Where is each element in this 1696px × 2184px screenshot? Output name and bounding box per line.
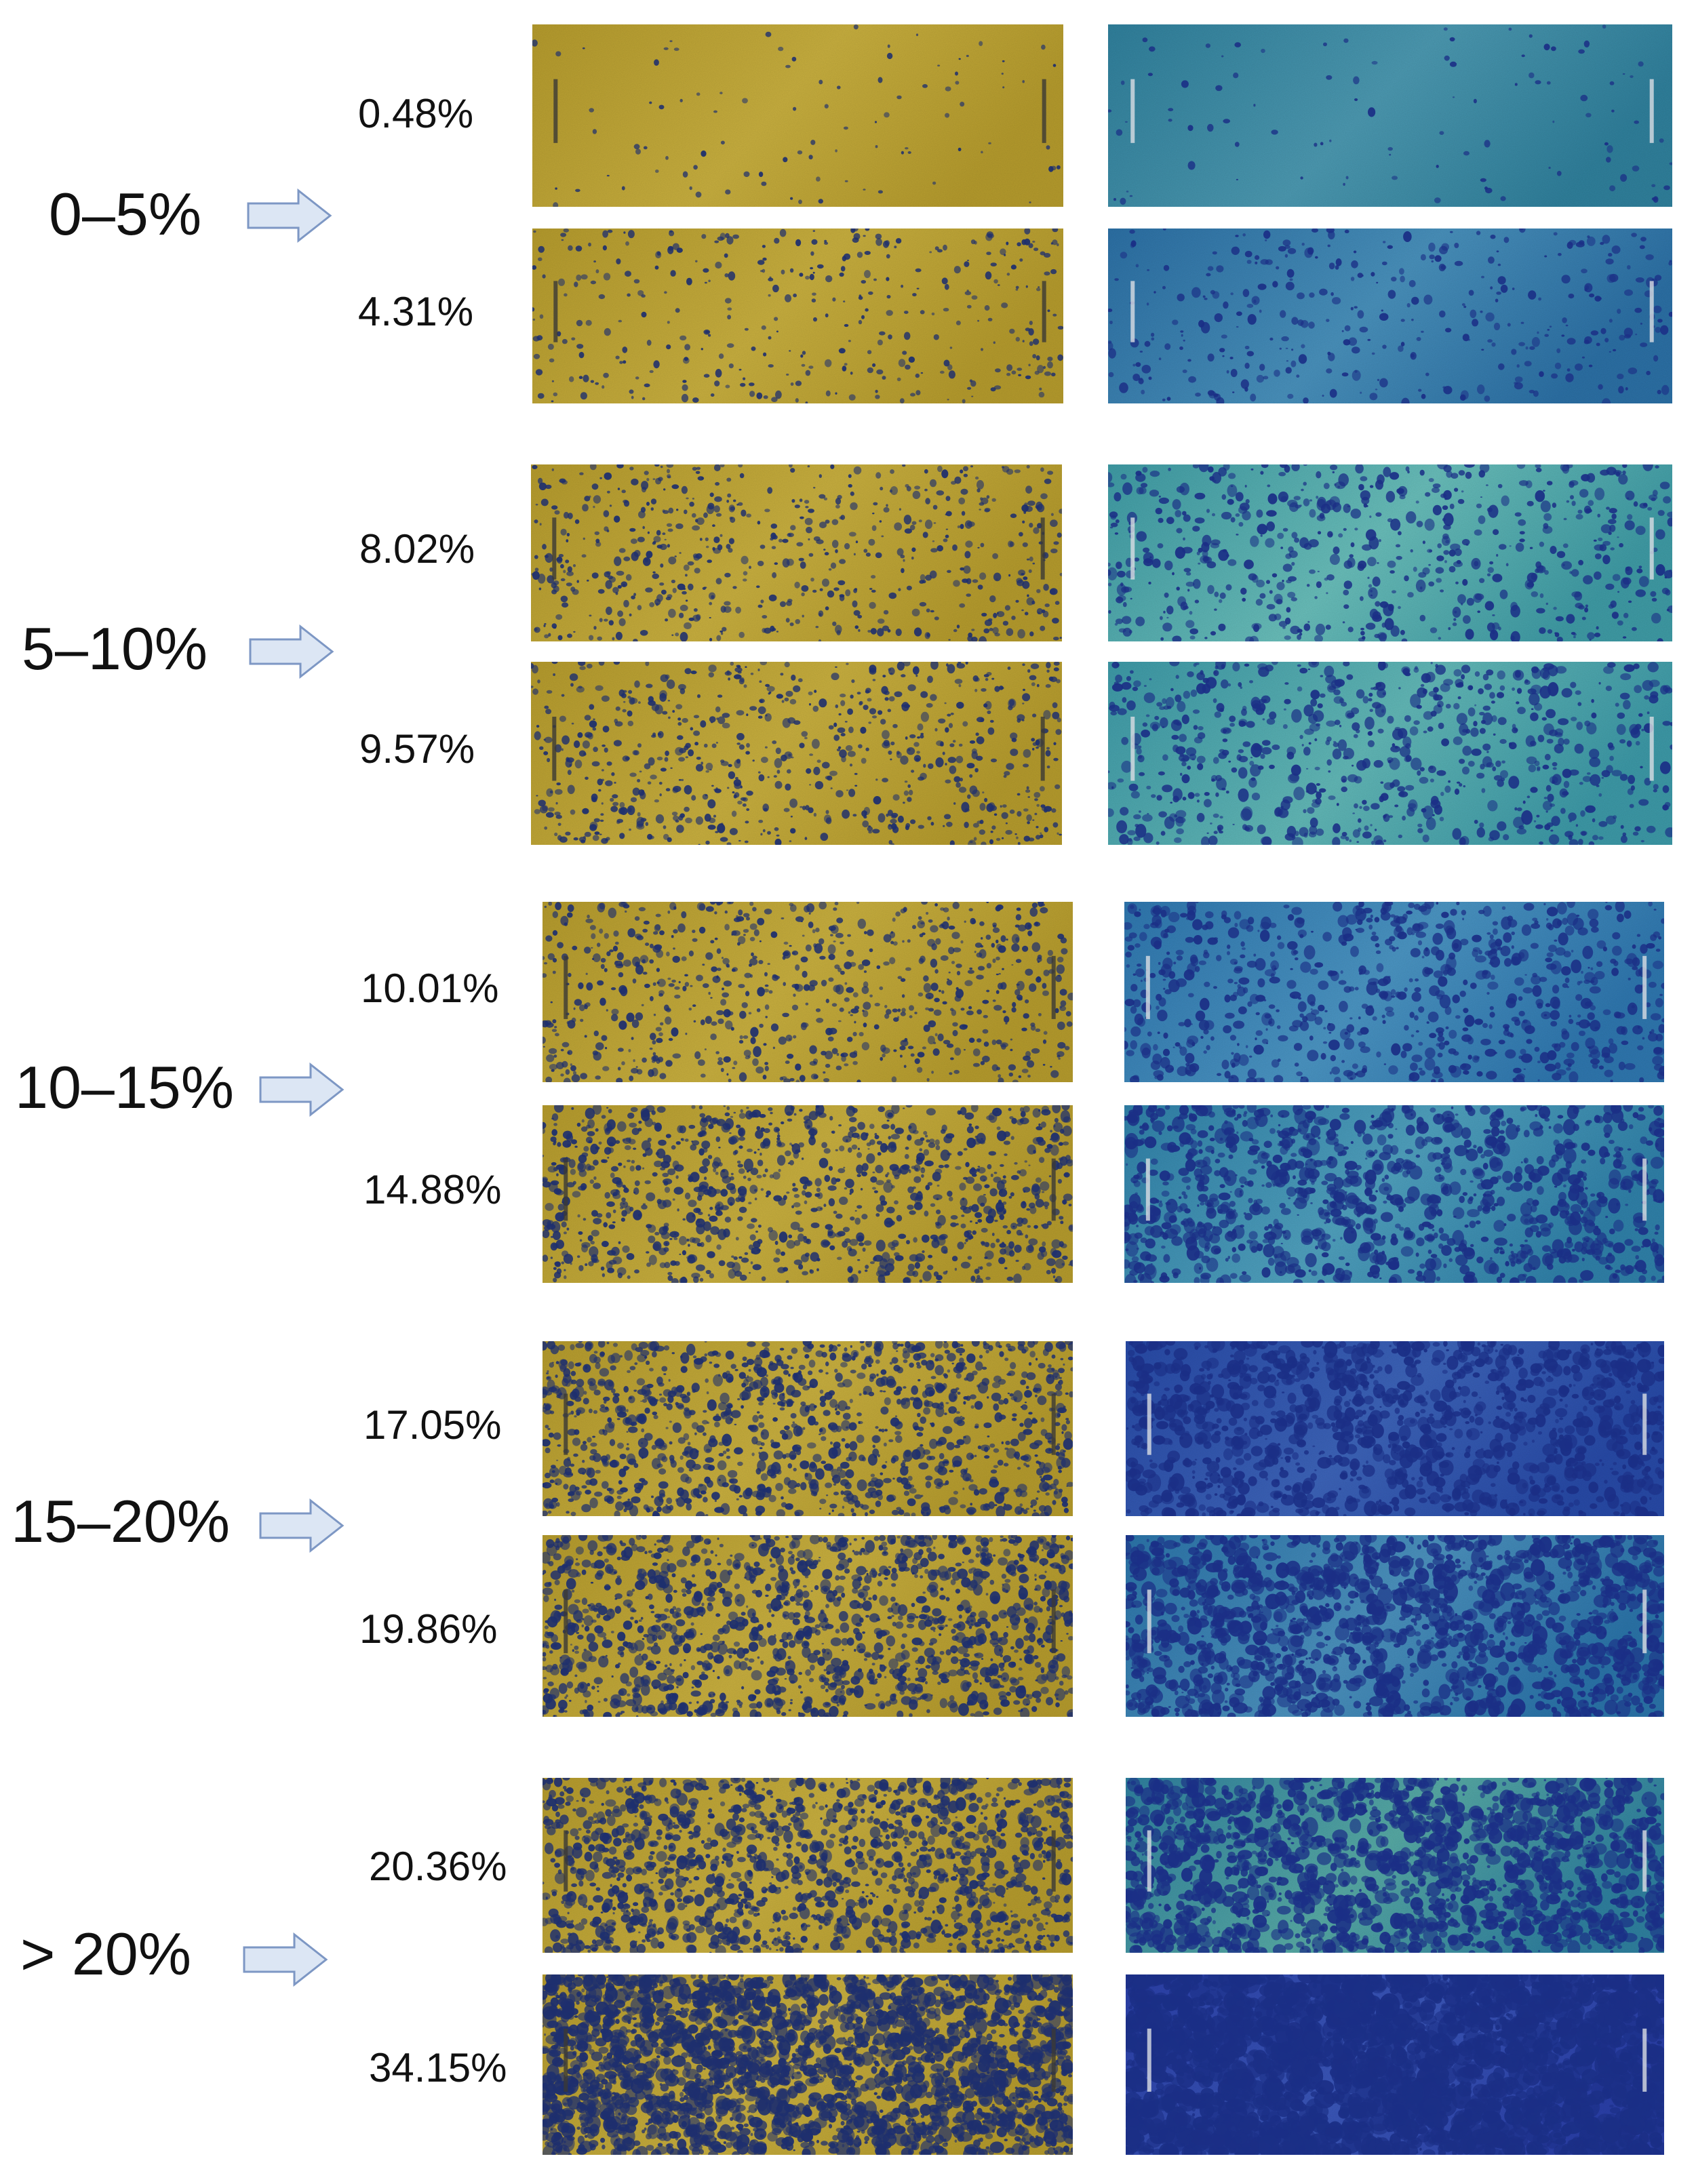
coverage-label: 20.36%: [369, 1846, 507, 1887]
right-arrow-icon: [243, 1932, 328, 1987]
coverage-label: 0.48%: [358, 94, 473, 134]
processed-coverage-image: [1108, 229, 1672, 403]
water-sensitive-paper-photo: [543, 902, 1073, 1082]
right-arrow-icon: [259, 1063, 344, 1117]
processed-coverage-image: [1108, 24, 1672, 207]
processed-coverage-image: [1124, 902, 1664, 1082]
water-sensitive-paper-photo: [543, 1535, 1073, 1717]
coverage-label: 9.57%: [359, 729, 475, 770]
water-sensitive-paper-photo: [531, 464, 1062, 641]
water-sensitive-paper-photo: [543, 1974, 1073, 2155]
processed-coverage-image: [1126, 1341, 1664, 1516]
coverage-label: 19.86%: [359, 1609, 498, 1650]
coverage-label: 34.15%: [369, 2048, 507, 2088]
right-arrow-icon: [249, 624, 334, 679]
water-sensitive-paper-photo: [532, 24, 1063, 207]
processed-coverage-image: [1126, 1778, 1664, 1953]
group-label-15-20: 15–20%: [11, 1492, 230, 1551]
group-label-5-10: 5–10%: [22, 619, 208, 679]
water-sensitive-paper-photo: [543, 1778, 1073, 1953]
water-sensitive-paper-photo: [532, 229, 1063, 403]
coverage-label: 17.05%: [363, 1405, 502, 1446]
coverage-label: 8.02%: [359, 529, 475, 570]
right-arrow-icon: [259, 1498, 344, 1553]
group-label-0-5: 0–5%: [49, 184, 201, 244]
processed-coverage-image: [1108, 464, 1672, 641]
water-sensitive-paper-photo: [543, 1341, 1073, 1516]
group-label-10-15: 10–15%: [15, 1058, 234, 1117]
coverage-label: 14.88%: [363, 1170, 502, 1210]
coverage-label: 4.31%: [358, 292, 473, 332]
right-arrow-icon: [247, 188, 332, 243]
group-label-over-20: > 20%: [20, 1924, 191, 1984]
coverage-label: 10.01%: [361, 968, 499, 1009]
processed-coverage-image: [1126, 1535, 1664, 1717]
processed-coverage-image: [1124, 1105, 1664, 1283]
water-sensitive-paper-photo: [531, 662, 1062, 845]
water-sensitive-paper-photo: [543, 1105, 1073, 1283]
processed-coverage-image: [1108, 662, 1672, 845]
processed-coverage-image: [1126, 1974, 1664, 2155]
